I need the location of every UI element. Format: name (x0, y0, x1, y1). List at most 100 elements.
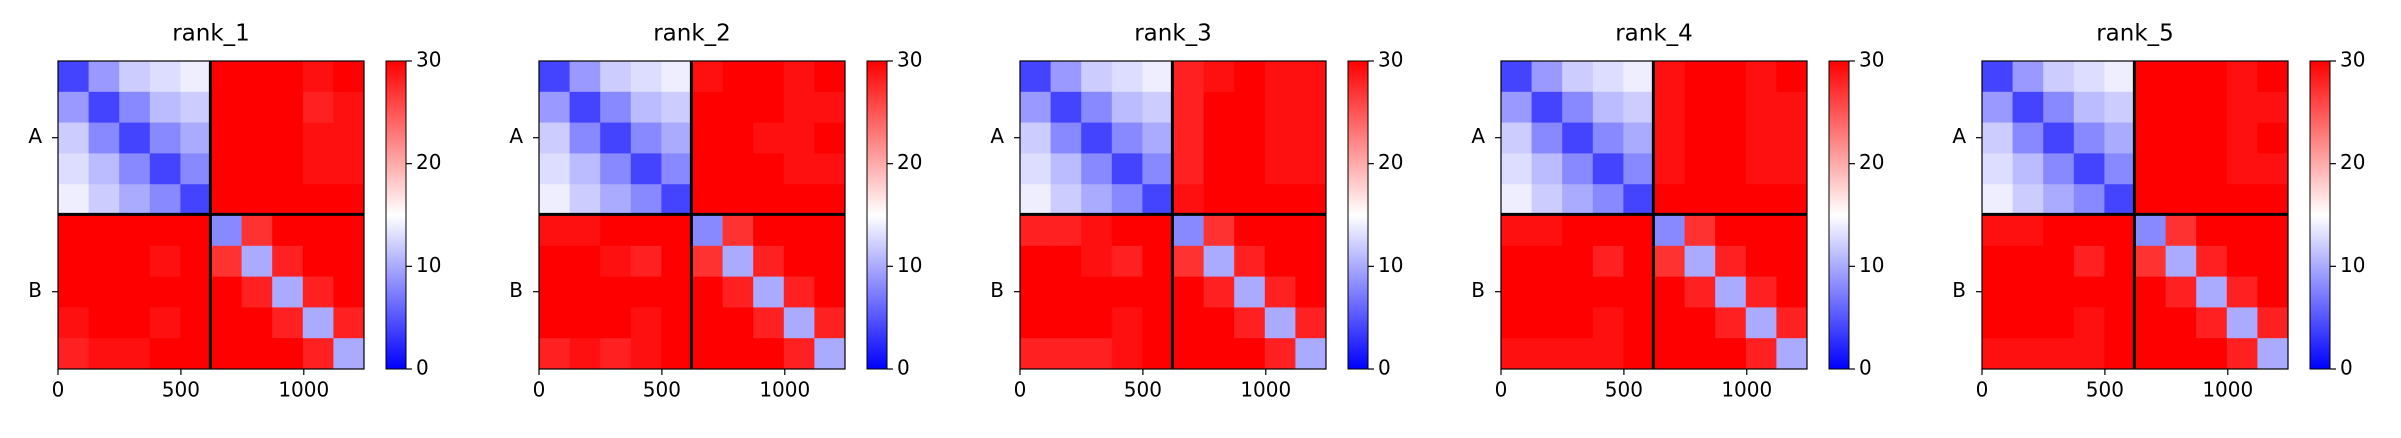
heatmap-cell (1020, 184, 1052, 216)
heatmap-cell (2012, 338, 2044, 370)
heatmap-cell (1654, 215, 1686, 247)
heatmap-cell (302, 61, 334, 93)
heatmap-cell (2226, 276, 2258, 308)
heatmap-cell (1050, 307, 1082, 339)
heatmap-cell (149, 215, 181, 247)
heatmap-cell (814, 91, 846, 124)
heatmap-cell (88, 338, 120, 370)
colorbar-tick-label: 30 (1378, 48, 1403, 72)
heatmap-cell (783, 91, 815, 124)
heatmap-cell (2073, 276, 2105, 308)
heatmap-cell (1295, 184, 1327, 216)
heatmap-cell (180, 276, 212, 308)
heatmap-cell (1623, 307, 1655, 339)
heatmap-cell (241, 61, 273, 93)
heatmap-cell (1684, 91, 1716, 124)
y-tick-label: B (509, 278, 523, 302)
heatmap-cell (1776, 307, 1808, 339)
heatmap-cell (1592, 215, 1624, 247)
heatmap-cell (814, 307, 846, 339)
heatmap-cell (814, 153, 846, 185)
heatmap-cell (539, 184, 571, 216)
heatmap-cell (1562, 184, 1594, 216)
heatmap-cell (1501, 122, 1533, 154)
x-tick-label: 500 (1605, 378, 1643, 402)
heatmap-cell (211, 122, 243, 154)
heatmap-cell (1050, 276, 1082, 308)
heatmap-cell (2196, 184, 2228, 216)
heatmap-cell (1264, 338, 1296, 370)
heatmap-cell (2073, 153, 2105, 185)
heatmap-cell (1173, 215, 1205, 247)
heatmap-cell (783, 61, 815, 93)
heatmap-cell (569, 338, 601, 370)
heatmap-cell (1654, 276, 1686, 308)
heatmap-cell (149, 122, 181, 154)
heatmap-cell (2104, 276, 2136, 308)
heatmap-cell (539, 338, 571, 370)
heatmap-cell (1982, 245, 2014, 278)
heatmap-cell (1715, 153, 1747, 185)
heatmap-cell (630, 153, 662, 185)
heatmap-cell (1111, 276, 1143, 308)
heatmap-cell (1531, 245, 1563, 278)
heatmap-cell (2226, 307, 2258, 339)
heatmap-cell (2196, 307, 2228, 339)
heatmap-cell (1623, 184, 1655, 216)
heatmap-cell (600, 338, 632, 370)
heatmap-cell (1081, 307, 1113, 339)
heatmap-cell (1234, 91, 1266, 124)
heatmap-cell (1592, 338, 1624, 370)
heatmap-cell (1111, 91, 1143, 124)
heatmap-cell (1081, 184, 1113, 216)
heatmap-cell (2043, 338, 2075, 370)
colorbar-tick-label: 0 (1859, 356, 1872, 380)
heatmap-cell (1295, 61, 1327, 93)
heatmap-cell (1982, 276, 2014, 308)
heatmap-cell (2257, 215, 2289, 247)
heatmap-cell (149, 245, 181, 278)
heatmap-cell (1142, 153, 1174, 185)
y-tick-label: A (28, 124, 42, 148)
heatmap-cell (333, 153, 365, 185)
heatmap-cell (630, 91, 662, 124)
heatmap-cell (1081, 245, 1113, 278)
heatmap-cell (58, 91, 90, 124)
heatmap-cell (2196, 338, 2228, 370)
heatmap-cell (1295, 215, 1327, 247)
heatmap-cell (2257, 184, 2289, 216)
heatmap-cell (1081, 61, 1113, 93)
heatmap-cell (1623, 91, 1655, 124)
y-tick-label: B (28, 278, 42, 302)
heatmap-cell (302, 91, 334, 124)
heatmap-cell (180, 338, 212, 370)
heatmap-cell (1623, 122, 1655, 154)
heatmap-cell (2165, 215, 2197, 247)
colorbar-tick-label: 30 (897, 48, 922, 72)
heatmap-cell (2226, 122, 2258, 154)
heatmap-cell (241, 307, 273, 339)
heatmap-cell (2043, 276, 2075, 308)
heatmap-cell (2104, 153, 2136, 185)
heatmap-cell (1264, 215, 1296, 247)
heatmap-cell (149, 61, 181, 93)
heatmap-cell (539, 276, 571, 308)
x-tick-label: 1000 (759, 378, 810, 402)
heatmap-cell (1745, 338, 1777, 370)
heatmap-cell (1623, 245, 1655, 278)
heatmap-cell (814, 276, 846, 308)
heatmap-cell (2257, 307, 2289, 339)
heatmap-cell (1081, 91, 1113, 124)
heatmap-cell (2165, 61, 2197, 93)
heatmap-cell (692, 122, 724, 154)
heatmap-cell (1592, 184, 1624, 216)
heatmap-cell (1982, 122, 2014, 154)
heatmap-cell (1715, 122, 1747, 154)
heatmap-cell (1562, 91, 1594, 124)
heatmap-cell (1050, 338, 1082, 370)
heatmap-cell (302, 215, 334, 247)
heatmap-cell (2073, 91, 2105, 124)
heatmap-cell (722, 184, 754, 216)
heatmap-cell (1654, 91, 1686, 124)
heatmap-cell (149, 307, 181, 339)
